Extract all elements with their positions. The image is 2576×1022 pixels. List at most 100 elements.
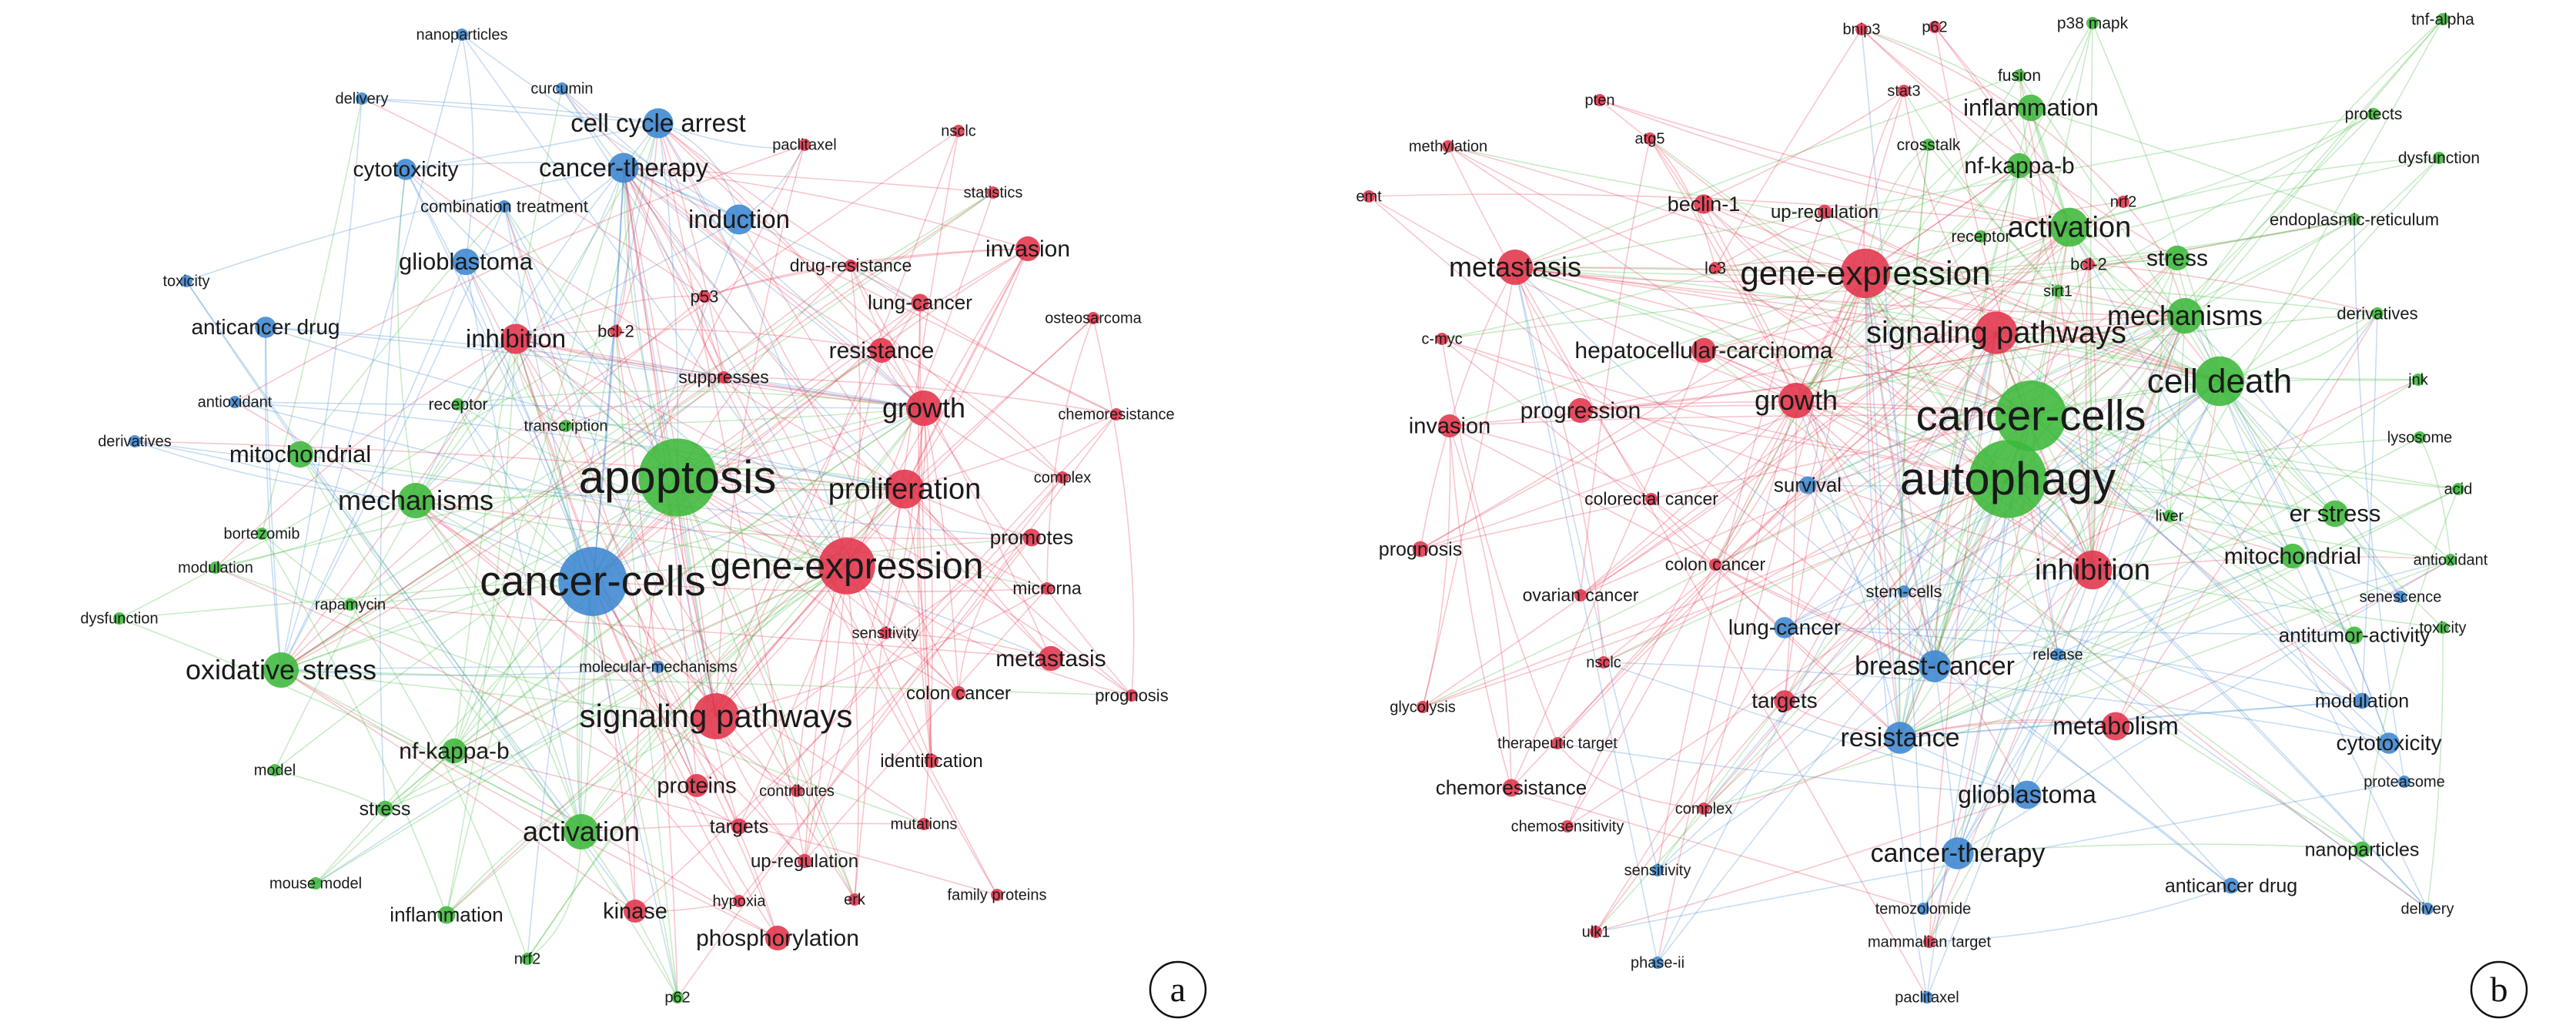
network-link [885, 407, 925, 634]
node-proteins [685, 774, 708, 797]
network-link [580, 407, 925, 833]
network-link [515, 338, 678, 998]
network-link [1715, 267, 2009, 480]
label-modulation: modulation [178, 560, 253, 577]
node-induction [724, 204, 754, 235]
network-link [415, 500, 582, 833]
node-breast-cancer [1919, 650, 1951, 682]
label-prognosis: prognosis [1379, 538, 1462, 560]
network-link [315, 565, 848, 884]
network-link [657, 666, 778, 939]
network-link [453, 750, 778, 939]
node-bcl-2 [2083, 258, 2095, 270]
node-acid [2452, 483, 2464, 495]
network-link [405, 169, 848, 567]
label-suppresses: suppresses [678, 367, 769, 387]
label-lung-cancer: lung-cancer [868, 291, 972, 314]
network-link [527, 407, 925, 960]
network-link [453, 565, 848, 752]
label-nf-kappa-b: nf-kappa-b [399, 739, 509, 764]
network-link [715, 317, 1094, 717]
network-link [578, 581, 594, 833]
network-link [1899, 569, 2093, 739]
network-link [1865, 273, 2363, 702]
node-cancer-cells [1996, 380, 2066, 451]
node-sensitivity [879, 627, 892, 639]
network-link [1903, 90, 1997, 333]
node-lysosome [2414, 431, 2426, 444]
network-link [1580, 226, 2070, 596]
network-link [623, 167, 1029, 250]
network-link [804, 588, 1048, 862]
node-chemoresistance [1110, 408, 1122, 421]
label-mitochondrial: mitochondrial [229, 441, 371, 467]
node-combination-treatment [498, 200, 510, 213]
network-link [1899, 555, 2293, 739]
network-link [904, 488, 932, 762]
network-link [561, 88, 882, 351]
network-link [527, 831, 582, 960]
node-rapamycin [344, 598, 356, 611]
network-link [515, 338, 1132, 696]
node-prognosis [1126, 689, 1138, 702]
network-link [264, 327, 282, 671]
node-delivery [356, 92, 368, 105]
label-modulation: modulation [2315, 690, 2409, 712]
network-link [657, 122, 921, 303]
label-family-proteins: family proteins [948, 887, 1047, 904]
label-toxicity: toxicity [162, 273, 209, 290]
node-layer [1363, 13, 2464, 1004]
node-resistance [868, 337, 895, 364]
label-lung-cancer: lung-cancer [1728, 615, 1841, 639]
network-link [1599, 99, 2032, 417]
label-beclin-1: beclin-1 [1668, 193, 1741, 216]
network-link [274, 338, 517, 771]
network-link [415, 500, 582, 833]
node-inhibition [500, 323, 531, 354]
label-fusion: fusion [1998, 67, 2041, 85]
network-link [1703, 203, 2093, 571]
network-link [885, 632, 1052, 659]
label-dysfunction: dysfunction [2398, 149, 2480, 167]
node-liver [2163, 510, 2176, 522]
network-link [1865, 273, 2293, 557]
network-link [1657, 665, 1935, 871]
network-link [923, 407, 959, 694]
network-link [2057, 654, 2363, 850]
network-link [2085, 263, 2093, 571]
network-link [565, 425, 905, 490]
network-link [1715, 564, 1935, 667]
network-link [453, 167, 624, 752]
network-link [1657, 315, 2186, 963]
node-stress [376, 800, 393, 817]
network-link [2007, 437, 2420, 480]
node-jnk [2412, 374, 2424, 386]
network-link [1795, 313, 2378, 401]
network-link [1899, 22, 2093, 739]
network-link [634, 477, 1063, 912]
network-link [657, 122, 805, 149]
network-link [1447, 146, 1982, 237]
network-link [592, 144, 805, 582]
network-link [1703, 737, 1901, 809]
node-colon-cancer [951, 685, 966, 701]
network-link [657, 122, 848, 567]
node-cancer-therapy [1942, 837, 1974, 870]
label-antioxidant: antioxidant [198, 394, 273, 411]
network-link [361, 98, 659, 124]
network-link [465, 261, 678, 478]
network-map-a: apoptosis cancer-cells gene-expression sign… [80, 27, 1207, 1019]
network-link [1922, 315, 2186, 910]
node-delivery [2421, 903, 2434, 915]
network-link [2219, 380, 2401, 598]
network-link [1865, 219, 2355, 274]
network-link [515, 338, 717, 717]
network-link [134, 441, 1032, 538]
network-link [592, 581, 636, 912]
network-link [881, 350, 1063, 478]
node-up-regulation [797, 853, 812, 869]
node-dysfunction [2433, 152, 2445, 164]
node-inhibition [2073, 550, 2113, 590]
network-link [453, 750, 998, 896]
network-link [1441, 338, 2009, 480]
